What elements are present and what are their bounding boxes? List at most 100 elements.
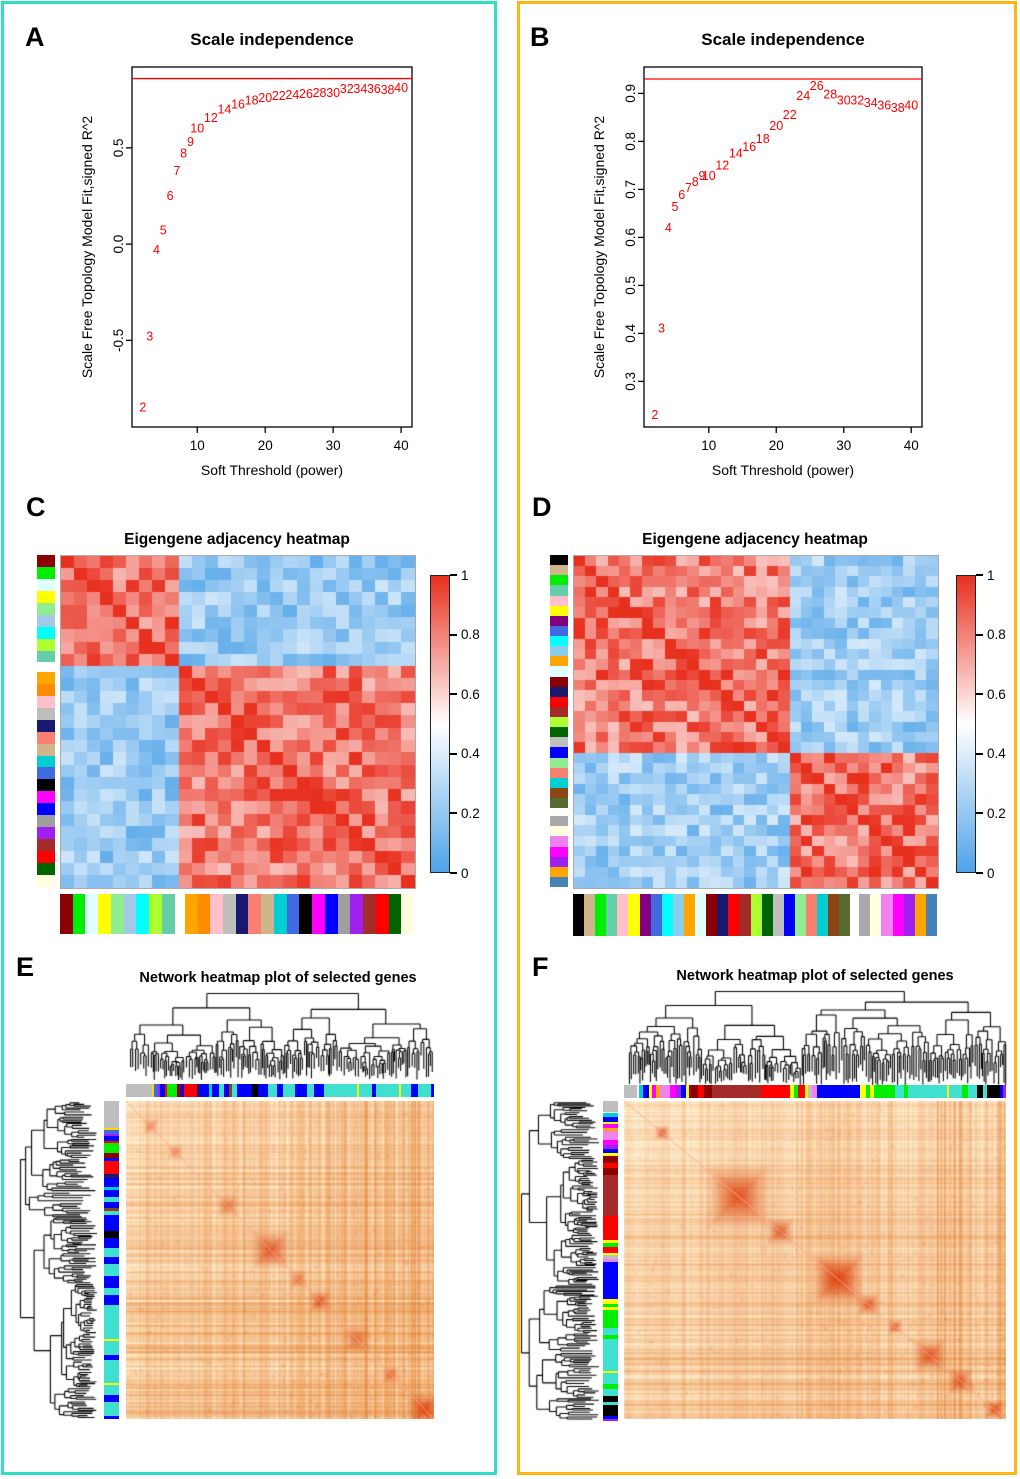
svg-text:24: 24 <box>796 89 810 103</box>
panel-label-e: E <box>16 952 35 982</box>
svg-text:0.0: 0.0 <box>111 235 126 254</box>
svg-text:Scale independence: Scale independence <box>701 30 864 49</box>
svg-text:0.5: 0.5 <box>111 138 126 157</box>
svg-text:5: 5 <box>672 200 679 214</box>
panel-label-f: F <box>532 952 549 982</box>
svg-text:16: 16 <box>231 98 245 112</box>
svg-text:0.7: 0.7 <box>623 180 638 199</box>
panel-d-module-color-bottom-bar <box>573 894 937 936</box>
panel-f-module-color-strip-left <box>603 1101 618 1421</box>
svg-text:34: 34 <box>353 82 367 96</box>
left-column-frame: A Scale independence 10 20 30 40 -0.5 0.0 0.5 So… <box>1 1 497 1475</box>
panel-e-module-color-strip-top <box>126 1084 434 1097</box>
svg-text:10: 10 <box>190 438 205 453</box>
panel-f-title: Network heatmap plot of selected genes <box>676 968 954 984</box>
svg-text:12: 12 <box>715 158 729 172</box>
svg-text:16: 16 <box>742 140 756 154</box>
svg-text:40: 40 <box>394 438 409 453</box>
panel-a-scatter-plot: Scale independence 10 20 30 40 -0.5 0.0 0.5 Soft… <box>79 30 413 478</box>
svg-text:30: 30 <box>326 86 340 100</box>
panel-d-module-color-sidebar <box>550 555 568 888</box>
svg-text:0.3: 0.3 <box>623 372 638 391</box>
panel-label-b: B <box>530 22 550 52</box>
panel-d-colorbar: 1 0.8 0.6 0.4 0.2 0 <box>956 568 1006 881</box>
svg-text:9: 9 <box>699 169 706 183</box>
svg-text:3: 3 <box>146 330 153 344</box>
svg-text:4: 4 <box>153 243 160 257</box>
panel-f-module-color-strip-top <box>624 1085 1006 1098</box>
svg-text:12: 12 <box>204 111 218 125</box>
panel-e-gene-dendrogram-top <box>129 992 434 1080</box>
svg-text:40: 40 <box>904 438 919 453</box>
panel-label-c: C <box>26 492 46 522</box>
svg-text:Soft Threshold (power): Soft Threshold (power) <box>712 462 854 478</box>
svg-text:3: 3 <box>658 322 665 336</box>
svg-text:38: 38 <box>891 101 905 115</box>
panel-d-eigengene-heatmap <box>573 555 939 889</box>
panel-c-eigengene-heatmap <box>60 555 416 889</box>
svg-text:0.8: 0.8 <box>623 132 638 151</box>
svg-text:18: 18 <box>756 132 770 146</box>
svg-text:20: 20 <box>258 91 272 105</box>
svg-text:32: 32 <box>340 82 354 96</box>
svg-text:22: 22 <box>783 108 797 122</box>
panel-f-network-heatmap <box>624 1101 1006 1419</box>
svg-text:-0.5: -0.5 <box>111 329 126 352</box>
right-column-frame: B Scale independence 10 20 30 40 0.3 0.4 0.5 0.6… <box>517 1 1017 1475</box>
panel-f-gene-dendrogram-top <box>628 990 1008 1086</box>
svg-text:40: 40 <box>904 98 918 112</box>
svg-text:Scale Free Topology Model Fit,: Scale Free Topology Model Fit,signed R^2 <box>591 116 607 379</box>
svg-text:24: 24 <box>285 88 299 102</box>
svg-text:Scale Free Topology Model Fit,: Scale Free Topology Model Fit,signed R^2 <box>79 116 95 379</box>
svg-text:9: 9 <box>187 135 194 149</box>
svg-text:0.4: 0.4 <box>623 324 638 343</box>
panel-c-title: Eigengene adjacency heatmap <box>124 531 350 548</box>
panel-e-module-color-strip-left <box>104 1101 119 1420</box>
svg-text:30: 30 <box>837 94 851 108</box>
panel-b-scatter-plot: Scale independence 10 20 30 40 0.3 0.4 0.5 0.6 0.… <box>591 30 923 478</box>
svg-text:0.5: 0.5 <box>623 276 638 295</box>
svg-text:38: 38 <box>381 83 395 97</box>
svg-text:Soft Threshold (power): Soft Threshold (power) <box>201 462 343 478</box>
panel-e-title: Network heatmap plot of selected genes <box>139 970 417 986</box>
panel-e-network-heatmap <box>126 1101 434 1419</box>
svg-text:20: 20 <box>769 438 784 453</box>
svg-text:4: 4 <box>665 221 672 235</box>
svg-text:8: 8 <box>692 175 699 189</box>
svg-text:5: 5 <box>160 224 167 238</box>
panel-label-a: A <box>25 22 45 52</box>
svg-text:0.6: 0.6 <box>623 228 638 247</box>
svg-text:22: 22 <box>272 89 286 103</box>
svg-text:2: 2 <box>651 408 658 422</box>
svg-text:28: 28 <box>313 86 327 100</box>
svg-text:34: 34 <box>864 96 878 110</box>
svg-text:10: 10 <box>702 169 716 183</box>
svg-text:26: 26 <box>810 79 824 93</box>
svg-text:36: 36 <box>367 82 381 96</box>
svg-text:28: 28 <box>823 87 837 101</box>
panel-c-colorbar: 1 0.8 0.6 0.4 0.2 0 <box>430 568 480 881</box>
panel-e-gene-dendrogram-left <box>19 1101 97 1419</box>
svg-text:10: 10 <box>701 438 716 453</box>
panel-d-title: Eigengene adjacency heatmap <box>642 531 868 548</box>
svg-text:18: 18 <box>245 94 259 108</box>
svg-text:32: 32 <box>850 94 864 108</box>
svg-text:7: 7 <box>173 164 180 178</box>
svg-text:40: 40 <box>394 81 408 95</box>
panel-c-module-color-bottom-bar <box>60 894 415 934</box>
svg-text:36: 36 <box>877 98 891 112</box>
svg-text:0.9: 0.9 <box>623 84 638 103</box>
svg-text:30: 30 <box>326 438 341 453</box>
panel-c-module-color-sidebar <box>37 555 55 887</box>
svg-text:2: 2 <box>139 401 146 415</box>
svg-text:14: 14 <box>729 146 743 160</box>
svg-text:Scale independence: Scale independence <box>190 30 353 49</box>
panel-label-d: D <box>532 492 552 522</box>
svg-text:26: 26 <box>299 87 313 101</box>
svg-text:20: 20 <box>258 438 273 453</box>
svg-text:8: 8 <box>180 147 187 161</box>
svg-text:10: 10 <box>190 122 204 136</box>
svg-text:14: 14 <box>217 102 231 116</box>
svg-text:30: 30 <box>836 438 851 453</box>
svg-text:6: 6 <box>678 188 685 202</box>
